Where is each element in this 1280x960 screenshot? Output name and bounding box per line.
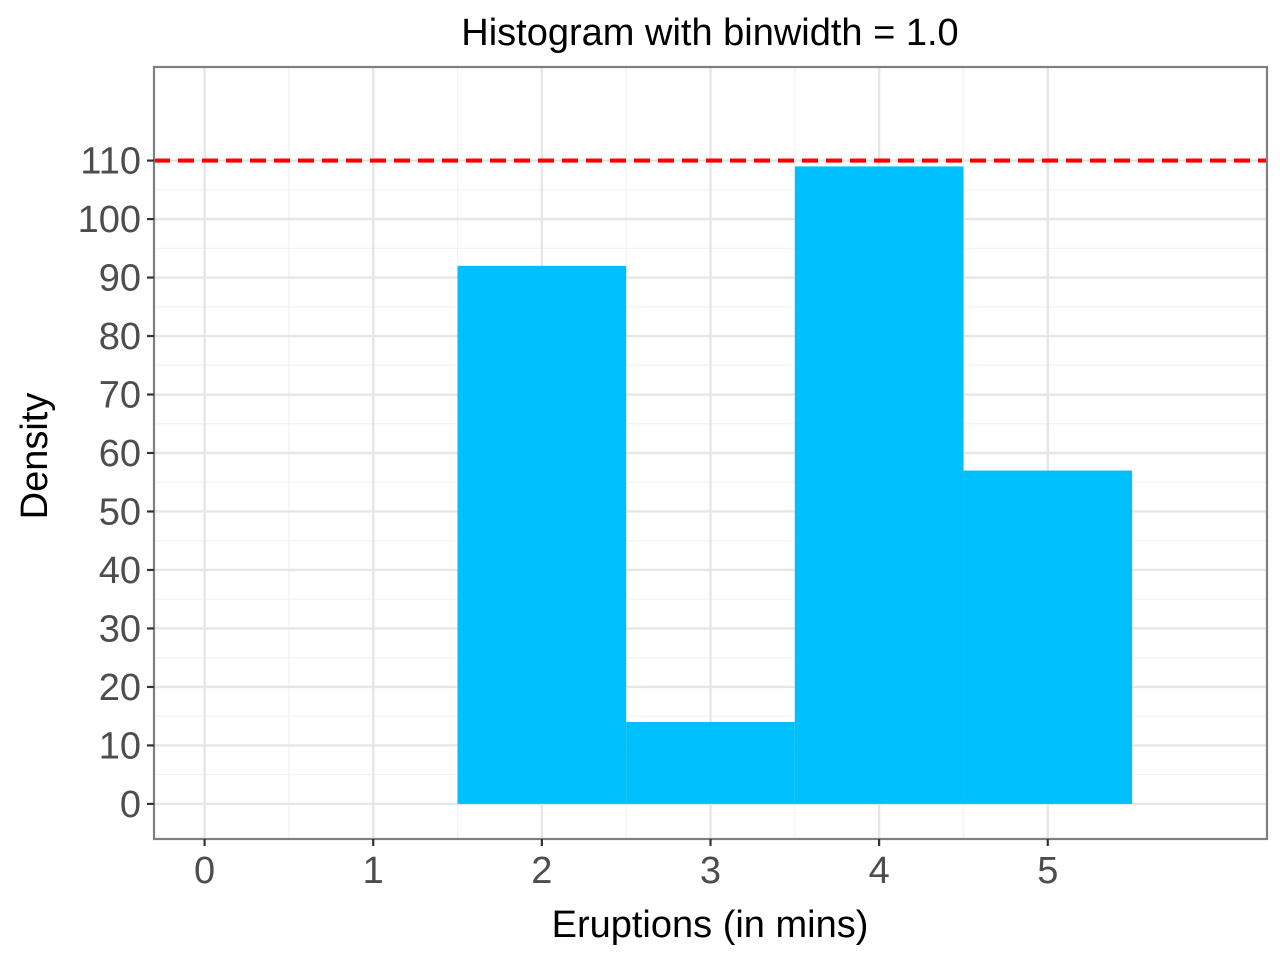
x-tick-label: 1 [363,850,384,892]
y-tick-label: 0 [120,784,141,826]
y-tick-label: 40 [99,550,141,592]
x-tick-label: 5 [1037,850,1058,892]
histogram-bar [457,265,627,804]
x-axis-title: Eruptions (in mins) [552,904,869,946]
plot-area: 0 10 20 30 40 50 60 70 80 90 100 110 0 1 2 3 4 5 [78,65,1269,892]
y-tick-label: 90 [99,258,141,300]
x-tick-label: 3 [700,850,721,892]
y-tick-label: 30 [99,608,141,650]
y-tick-label: 110 [80,141,141,183]
histogram-bar [626,722,795,804]
y-axis-title: Density [14,393,56,520]
x-tick-label: 2 [531,850,552,892]
x-tick-label: 4 [869,850,890,892]
y-tick-label: 50 [99,491,141,533]
y-tick-label: 60 [99,433,141,475]
y-tick-label: 80 [99,316,141,358]
histogram-bar [963,470,1133,804]
y-tick-label: 100 [78,199,141,241]
chart-title: Histogram with binwidth = 1.0 [461,12,958,54]
histogram-bar [794,166,964,804]
y-tick-label: 10 [99,725,141,767]
y-tick-label: 70 [99,375,141,417]
y-tick-label: 20 [99,667,141,709]
x-tick-label: 0 [194,850,215,892]
